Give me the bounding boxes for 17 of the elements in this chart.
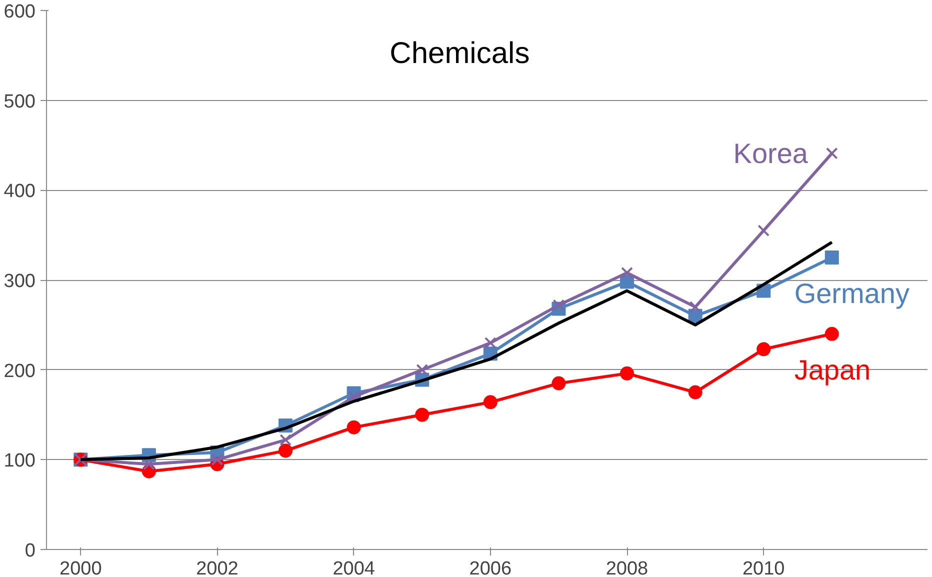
y-tick-label: 300 [4, 271, 36, 292]
series-label: Japan [794, 354, 871, 386]
y-tick-label: 200 [4, 360, 36, 382]
x-tick-label: 2008 [606, 558, 648, 577]
y-tick-label: 400 [4, 181, 36, 202]
x-tick-label: 2004 [332, 558, 376, 577]
y-tick-label: 0 [24, 540, 36, 562]
y-tick-label: 600 [4, 2, 36, 22]
text: Chemicals [390, 37, 530, 70]
x-tick-label: 2010 [742, 558, 785, 577]
series-label: Germany [794, 278, 910, 309]
y-tick-label: 100 [4, 450, 36, 472]
x-tick-label: 2000 [60, 558, 102, 577]
y-tick-label: 500 [4, 91, 36, 112]
series-label: Korea [733, 138, 808, 169]
x-tick-label: 2002 [196, 558, 238, 577]
x-tick-label: 2006 [469, 558, 512, 577]
